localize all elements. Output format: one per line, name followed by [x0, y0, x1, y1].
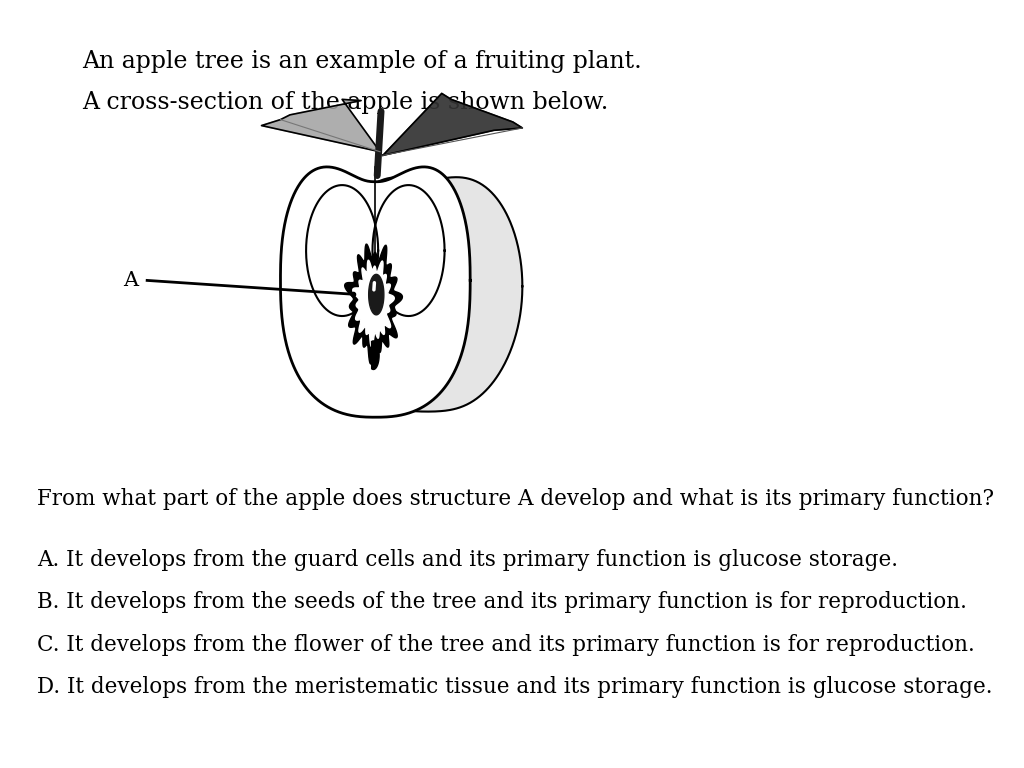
Polygon shape: [372, 341, 379, 369]
Text: From what part of the apple does structure A develop and what is its primary fun: From what part of the apple does structu…: [37, 488, 994, 510]
Text: An apple tree is an example of a fruiting plant.: An apple tree is an example of a fruitin…: [83, 50, 642, 73]
Text: D. It develops from the meristematic tissue and its primary function is glucose : D. It develops from the meristematic tis…: [37, 676, 992, 698]
Polygon shape: [261, 99, 380, 152]
Polygon shape: [383, 94, 522, 155]
Text: C. It develops from the flower of the tree and its primary function is for repro: C. It develops from the flower of the tr…: [37, 634, 975, 656]
Text: A. It develops from the guard cells and its primary function is glucose storage.: A. It develops from the guard cells and …: [37, 549, 898, 571]
Text: A cross-section of the apple is shown below.: A cross-section of the apple is shown be…: [83, 91, 609, 114]
Polygon shape: [369, 274, 384, 315]
Polygon shape: [281, 167, 470, 417]
Polygon shape: [345, 244, 402, 364]
Polygon shape: [352, 260, 394, 346]
Text: B. It develops from the seeds of the tree and its primary function is for reprod: B. It develops from the seeds of the tre…: [37, 591, 967, 614]
Polygon shape: [333, 177, 522, 412]
Text: A: A: [123, 271, 138, 290]
